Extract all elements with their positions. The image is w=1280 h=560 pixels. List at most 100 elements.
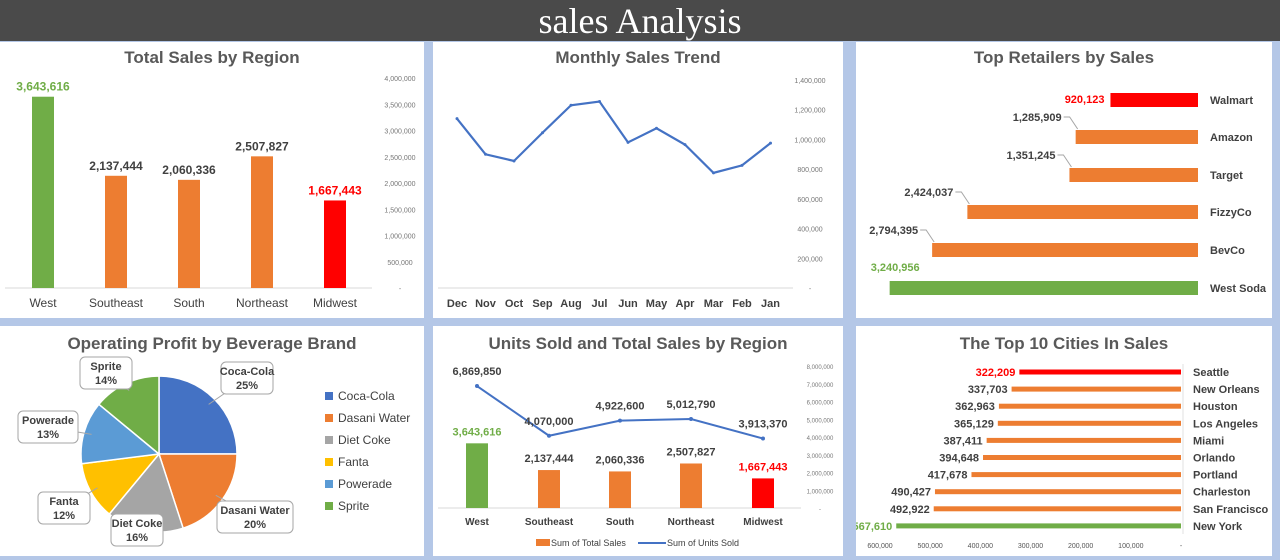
bar xyxy=(752,478,774,508)
chart-units-and-sales-by-region[interactable]: Units Sold and Total Sales by Region - 1,… xyxy=(433,326,843,556)
x-tick-label: Northeast xyxy=(668,517,715,528)
chart-plot: 920,123 Walmart 1,285,909 Amazon 1,351,245 Ta… xyxy=(869,93,1267,295)
bar xyxy=(32,96,54,288)
chart-title: Top Retailers by Sales xyxy=(973,48,1155,67)
data-label-box xyxy=(220,361,274,395)
pie-slice xyxy=(158,375,238,455)
city-label: Houston xyxy=(1193,401,1238,413)
city-label: Miami xyxy=(1193,435,1224,447)
bar xyxy=(889,281,1198,295)
chart-title: Units Sold and Total Sales by Region xyxy=(488,334,788,353)
x-tick-label: 100,000 xyxy=(1118,543,1143,550)
data-point xyxy=(475,384,479,389)
legend-swatch xyxy=(325,458,333,466)
x-tick-label: 400,000 xyxy=(968,543,993,550)
line-data-label: 3,913,370 xyxy=(739,419,788,431)
x-tick-label: 600,000 xyxy=(867,543,892,550)
bar xyxy=(105,175,127,288)
data-point xyxy=(455,117,459,121)
y-tick-label: 1,500,000 xyxy=(384,207,415,214)
x-tick-label: Feb xyxy=(732,298,752,310)
city-label: Los Angeles xyxy=(1193,418,1258,430)
data-point xyxy=(598,100,601,104)
bar xyxy=(967,205,1198,219)
x-tick-label: Northeast xyxy=(236,296,289,310)
chart-plot: - 1,000,000 2,000,000 3,000,000 4,000,000 5,0… xyxy=(438,365,834,548)
data-label: 2,507,827 xyxy=(235,139,289,153)
data-label-box xyxy=(110,513,164,547)
y-tick-label: 8,000,000 xyxy=(807,365,834,371)
bar xyxy=(538,470,560,508)
data-label: 2,424,037 xyxy=(904,187,953,199)
data-point xyxy=(618,418,622,423)
data-label: 2,137,444 xyxy=(89,159,143,173)
y-tick-label: 3,500,000 xyxy=(384,102,415,109)
leader-line xyxy=(955,191,970,205)
data-label: 3,643,616 xyxy=(16,80,70,94)
category-label: West Soda xyxy=(1210,283,1267,295)
leader-line xyxy=(1063,116,1079,130)
city-label: Orlando xyxy=(1193,453,1235,465)
category-label: FizzyCo xyxy=(1210,207,1252,219)
chart-title: The Top 10 Cities In Sales xyxy=(959,334,1169,353)
category-label: Walmart xyxy=(1210,95,1253,107)
chart-title: Monthly Sales Trend xyxy=(555,48,721,67)
line-data-label: 5,012,790 xyxy=(667,399,716,411)
leader-line xyxy=(1057,154,1072,168)
bar xyxy=(933,506,1181,512)
bar-data-label: 3,643,616 xyxy=(453,426,502,438)
bar xyxy=(896,523,1181,529)
chart-top-10-cities[interactable]: The Top 10 Cities In Sales 600,000 500,00… xyxy=(856,326,1272,556)
pie-slice xyxy=(157,453,238,530)
x-tick-label: Jan xyxy=(761,298,780,310)
data-point xyxy=(512,159,516,163)
legend-label: Dasani Water xyxy=(338,411,410,425)
bar-data-label: 2,507,827 xyxy=(667,446,716,458)
x-tick-label: May xyxy=(646,298,668,310)
x-tick-label: - xyxy=(1180,543,1183,550)
city-label: New Orleans xyxy=(1193,384,1260,396)
bar xyxy=(997,420,1181,426)
category-label: Amazon xyxy=(1210,132,1253,144)
bar xyxy=(251,156,273,288)
y-tick-label: 1,200,000 xyxy=(794,108,825,115)
chart-top-retailers[interactable]: Top Retailers by Sales 920,123 Walmart 1,2… xyxy=(856,42,1272,318)
legend-swatch xyxy=(325,480,333,488)
bar xyxy=(932,243,1198,257)
y-tick-label: 3,000,000 xyxy=(807,454,834,460)
legend-swatch-bar xyxy=(536,539,550,546)
data-label-value: 12% xyxy=(53,510,75,522)
category-label: BevCo xyxy=(1210,245,1245,257)
y-tick-label: 1,000,000 xyxy=(384,234,415,241)
line-data-label: 4,922,600 xyxy=(596,401,645,413)
y-tick-label: 400,000 xyxy=(797,227,822,234)
y-tick-label: 2,000,000 xyxy=(384,181,415,188)
chart-total-sales-by-region[interactable]: Total Sales by Region - 500,000 1,000,000 1… xyxy=(0,42,424,318)
bar xyxy=(1075,130,1198,144)
y-tick-label: 4,000,000 xyxy=(384,76,415,83)
bar xyxy=(986,437,1181,443)
y-tick-label: - xyxy=(809,286,812,293)
chart-operating-profit-by-brand[interactable]: Operating Profit by Beverage Brand Coca-… xyxy=(0,326,424,556)
chart-plot: - 200,000 400,000 600,000 800,000 1,000,000 1,… xyxy=(438,78,826,310)
x-tick-label: Southeast xyxy=(89,296,144,310)
x-tick-label: Midwest xyxy=(313,296,358,310)
data-label: 1,351,245 xyxy=(1007,150,1056,162)
y-tick-label: 600,000 xyxy=(797,197,822,204)
data-label-box xyxy=(216,500,294,534)
y-tick-label: 3,000,000 xyxy=(384,129,415,136)
y-tick-label: 1,400,000 xyxy=(794,78,825,85)
data-label-value: 13% xyxy=(37,429,59,441)
data-label: 417,678 xyxy=(928,470,968,482)
data-label-name: Diet Coke xyxy=(112,518,163,530)
data-point xyxy=(484,152,487,156)
data-point xyxy=(712,171,715,175)
data-label: 1,667,443 xyxy=(308,183,362,197)
bar-data-label: 1,667,443 xyxy=(739,461,788,473)
city-label: San Francisco xyxy=(1193,504,1268,516)
chart-monthly-sales-trend[interactable]: Monthly Sales Trend - 200,000 400,000 600,0… xyxy=(433,42,843,318)
bar xyxy=(1110,93,1198,107)
data-label: 1,285,909 xyxy=(1013,112,1062,124)
legend-label: Sum of Total Sales xyxy=(551,538,626,548)
data-label: 365,129 xyxy=(954,418,994,430)
